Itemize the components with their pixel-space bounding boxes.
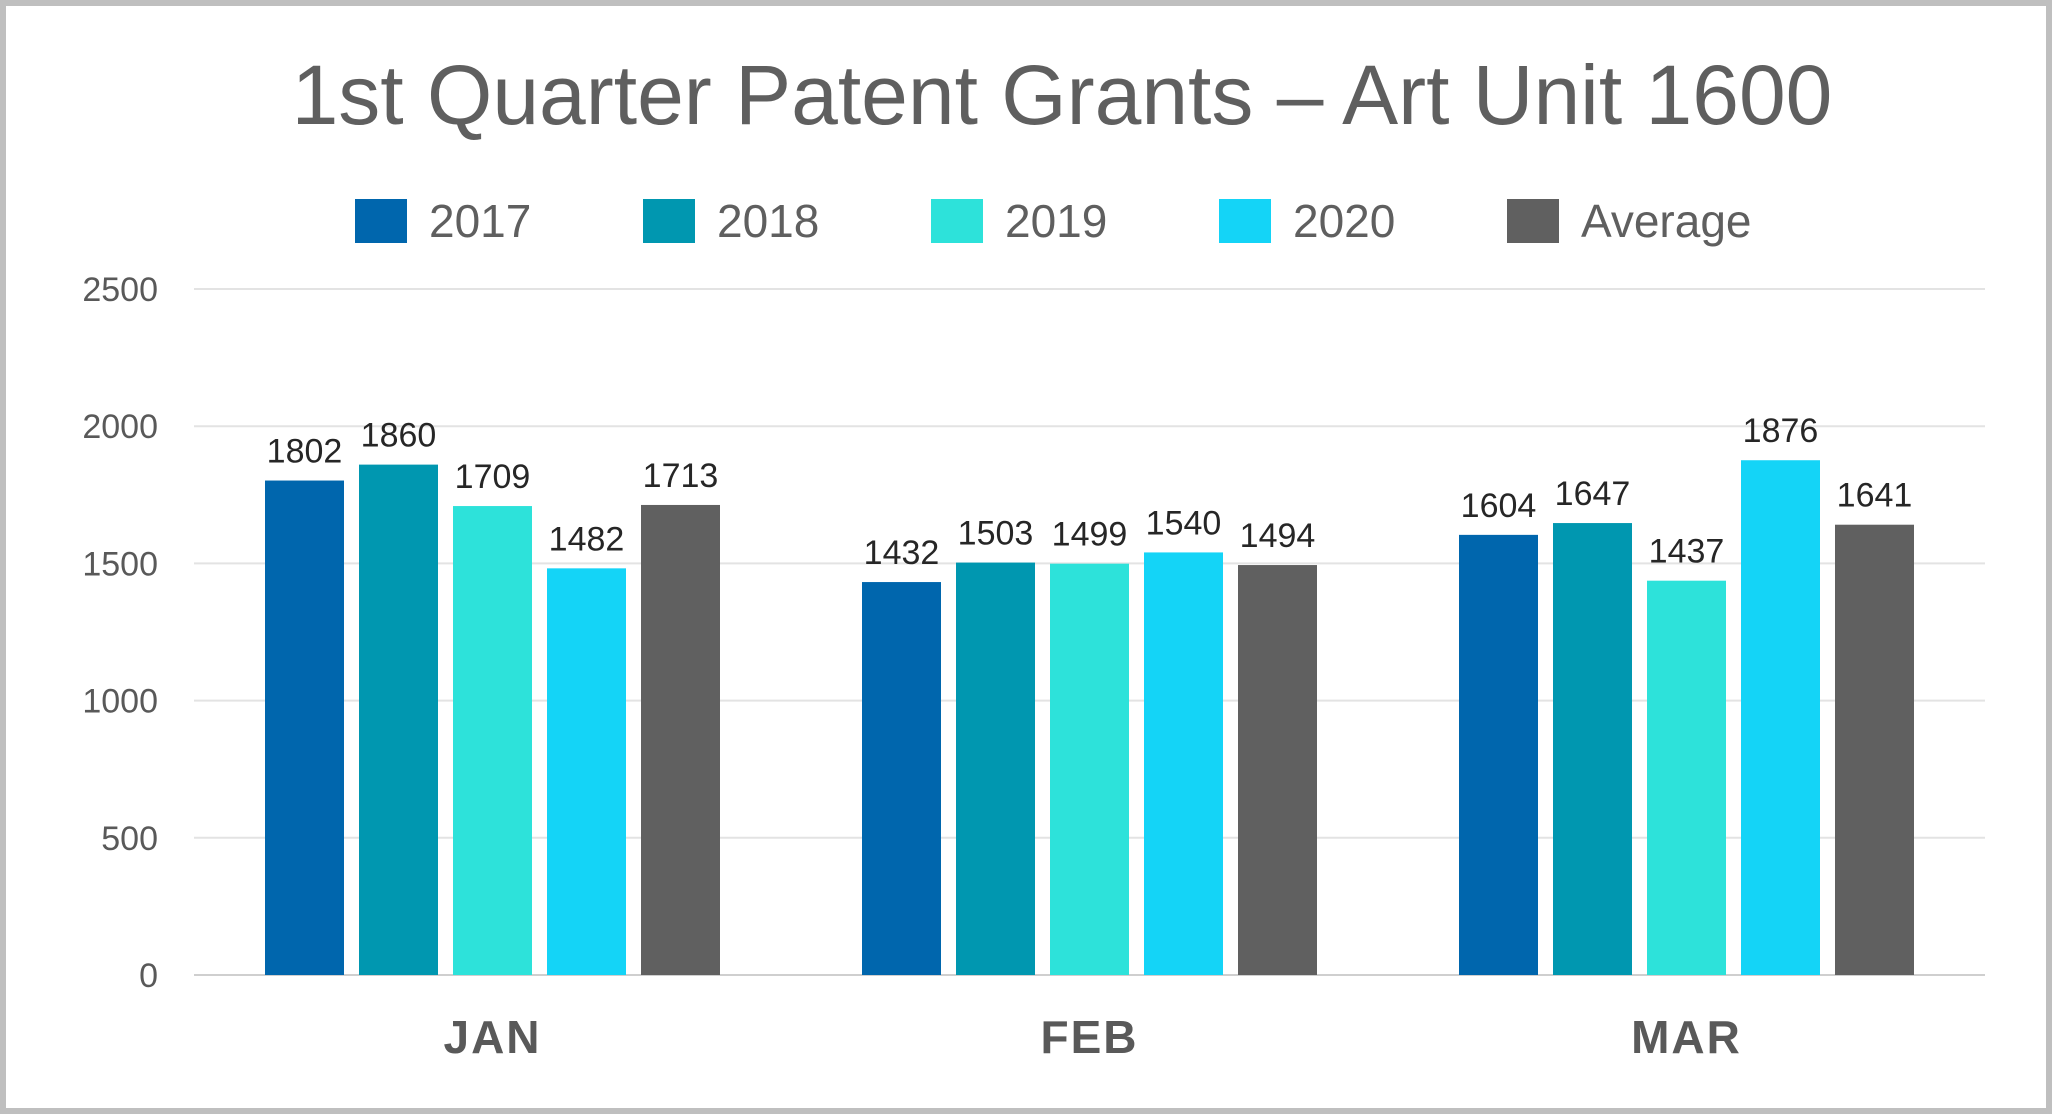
bar	[641, 504, 720, 975]
legend-swatch	[1219, 199, 1271, 243]
legend-swatch	[355, 199, 407, 243]
data-label: 1647	[1555, 475, 1631, 513]
data-label: 1876	[1743, 412, 1819, 450]
legend-swatch	[1507, 199, 1559, 243]
bar	[956, 562, 1035, 975]
x-category-label: MAR	[1631, 1011, 1742, 1063]
data-label: 1499	[1052, 516, 1128, 554]
data-label: 1713	[643, 457, 719, 495]
x-category-label: JAN	[443, 1011, 541, 1063]
data-label: 1494	[1240, 517, 1316, 555]
legend-label: 2018	[717, 195, 819, 247]
data-labels: 1802 1860 1709 1482 1713 1432 1503 1499 1540 1494…	[267, 412, 1913, 572]
data-label: 1802	[267, 433, 343, 471]
legend-swatch	[643, 199, 695, 243]
bar	[453, 506, 532, 975]
legend-label: Average	[1581, 195, 1752, 247]
y-tick-label: 0	[139, 957, 158, 995]
data-label: 1641	[1837, 477, 1913, 515]
data-label: 1437	[1649, 533, 1725, 571]
bar	[265, 480, 344, 975]
bar	[1050, 563, 1129, 975]
legend: 2017 2018 2019 2020 Average	[355, 195, 1752, 247]
x-axis-categories: JAN FEB MAR	[443, 1011, 1742, 1063]
legend-label: 2020	[1293, 195, 1395, 247]
y-tick-label: 2500	[82, 271, 158, 309]
data-label: 1482	[549, 520, 625, 558]
chart-title: 1st Quarter Patent Grants – Art Unit 160…	[292, 48, 1833, 142]
data-label: 1432	[864, 534, 940, 572]
legend-swatch	[931, 199, 983, 243]
bar	[1835, 524, 1914, 975]
data-label: 1860	[361, 417, 437, 455]
y-axis-ticks: 0 500 1000 1500 2000 2500	[82, 271, 158, 995]
y-tick-label: 500	[101, 820, 158, 858]
data-label: 1540	[1146, 504, 1222, 542]
data-label: 1709	[455, 458, 531, 496]
bar	[1459, 534, 1538, 975]
bars	[265, 460, 1914, 975]
bar	[1647, 580, 1726, 975]
legend-label: 2019	[1005, 195, 1107, 247]
bar	[1144, 552, 1223, 975]
bar	[862, 582, 941, 975]
y-tick-label: 1000	[82, 683, 158, 721]
y-tick-label: 2000	[82, 408, 158, 446]
bar	[1238, 565, 1317, 975]
bar	[1553, 523, 1632, 975]
data-label: 1503	[958, 515, 1034, 553]
legend-label: 2017	[429, 195, 531, 247]
bar	[359, 464, 438, 975]
x-category-label: FEB	[1041, 1011, 1139, 1063]
data-label: 1604	[1461, 487, 1537, 525]
bar	[1741, 460, 1820, 975]
bar	[547, 568, 626, 975]
y-tick-label: 1500	[82, 545, 158, 583]
